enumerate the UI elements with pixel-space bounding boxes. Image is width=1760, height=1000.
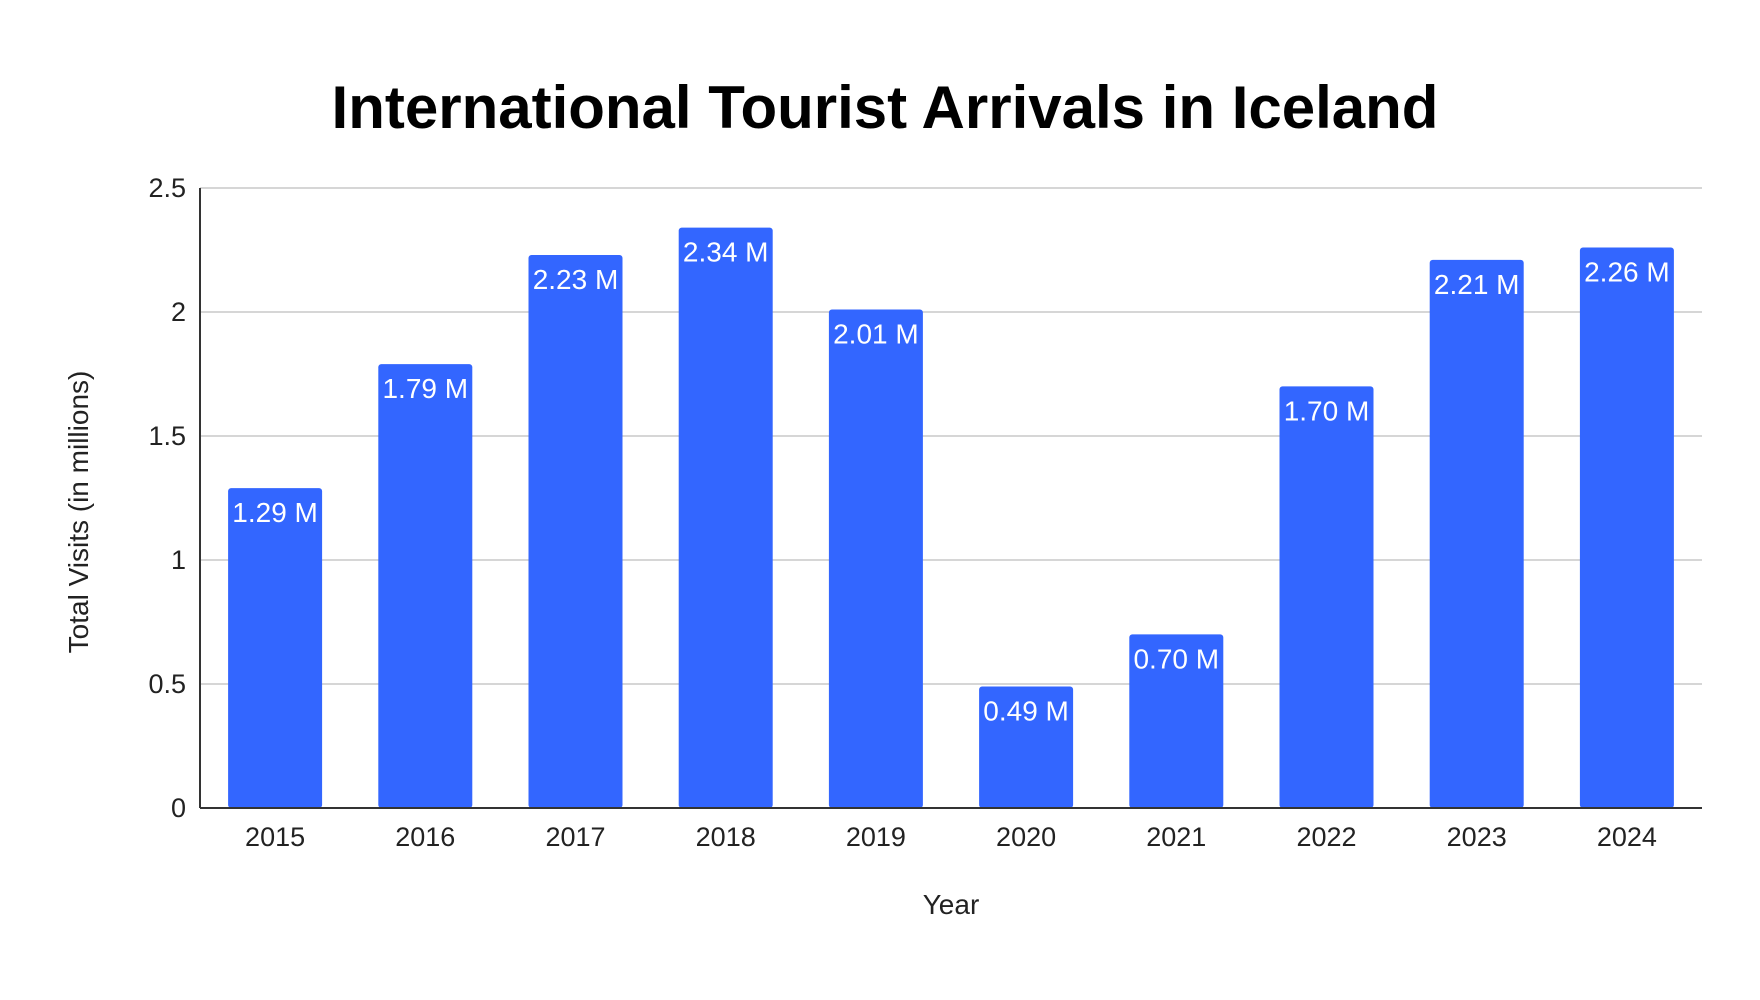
data-label-2021: 0.70 M — [1133, 643, 1219, 674]
x-axis-label: Year — [923, 889, 980, 920]
y-tick-label: 0 — [171, 793, 186, 823]
data-label-2020: 0.49 M — [983, 695, 1069, 726]
bar-2019 — [828, 309, 923, 808]
x-tick-label: 2019 — [846, 822, 906, 852]
y-tick-label: 2 — [171, 297, 186, 327]
bar-2018 — [678, 227, 773, 808]
data-label-2017: 2.23 M — [533, 264, 619, 295]
x-tick-label: 2015 — [245, 822, 305, 852]
y-tick-label: 1.5 — [148, 421, 186, 451]
x-tick-label: 2023 — [1447, 822, 1507, 852]
y-tick-label: 0.5 — [148, 669, 186, 699]
x-tick-label: 2018 — [696, 822, 756, 852]
bar-2017 — [528, 254, 623, 808]
x-tick-label: 2020 — [996, 822, 1056, 852]
data-label-2023: 2.21 M — [1434, 269, 1520, 300]
data-label-2019: 2.01 M — [833, 319, 919, 350]
bar-2024 — [1579, 247, 1674, 808]
data-label-2022: 1.70 M — [1284, 395, 1370, 426]
chart-title: International Tourist Arrivals in Icelan… — [332, 74, 1439, 141]
bars — [228, 227, 1674, 808]
bar-2015 — [228, 488, 323, 808]
data-label-2016: 1.79 M — [382, 373, 468, 404]
bar-2023 — [1429, 259, 1524, 808]
bar-2022 — [1279, 386, 1374, 808]
x-tick-label: 2017 — [545, 822, 605, 852]
y-tick-label: 2.5 — [148, 173, 186, 203]
data-label-2015: 1.29 M — [232, 497, 318, 528]
bar-2016 — [378, 364, 473, 808]
x-tick-label: 2021 — [1146, 822, 1206, 852]
data-label-2018: 2.34 M — [683, 237, 769, 268]
y-axis-label: Total Visits (in millions) — [63, 371, 94, 654]
bar-2020 — [979, 686, 1074, 808]
x-tick-label: 2016 — [395, 822, 455, 852]
x-tick-label: 2022 — [1296, 822, 1356, 852]
bar-2021 — [1129, 634, 1224, 808]
y-tick-labels: 0 0.5 1 1.5 2 2.5 — [148, 173, 186, 823]
data-labels: 1.29 M 1.79 M 2.23 M 2.34 M 2.01 M 0.49 M 0.70… — [232, 237, 1669, 727]
x-tick-labels: 2015 2016 2017 2018 2019 2020 2021 2022 2023 2024 — [245, 822, 1657, 852]
data-label-2024: 2.26 M — [1584, 257, 1670, 288]
y-tick-label: 1 — [171, 545, 186, 575]
x-tick-label: 2024 — [1597, 822, 1657, 852]
